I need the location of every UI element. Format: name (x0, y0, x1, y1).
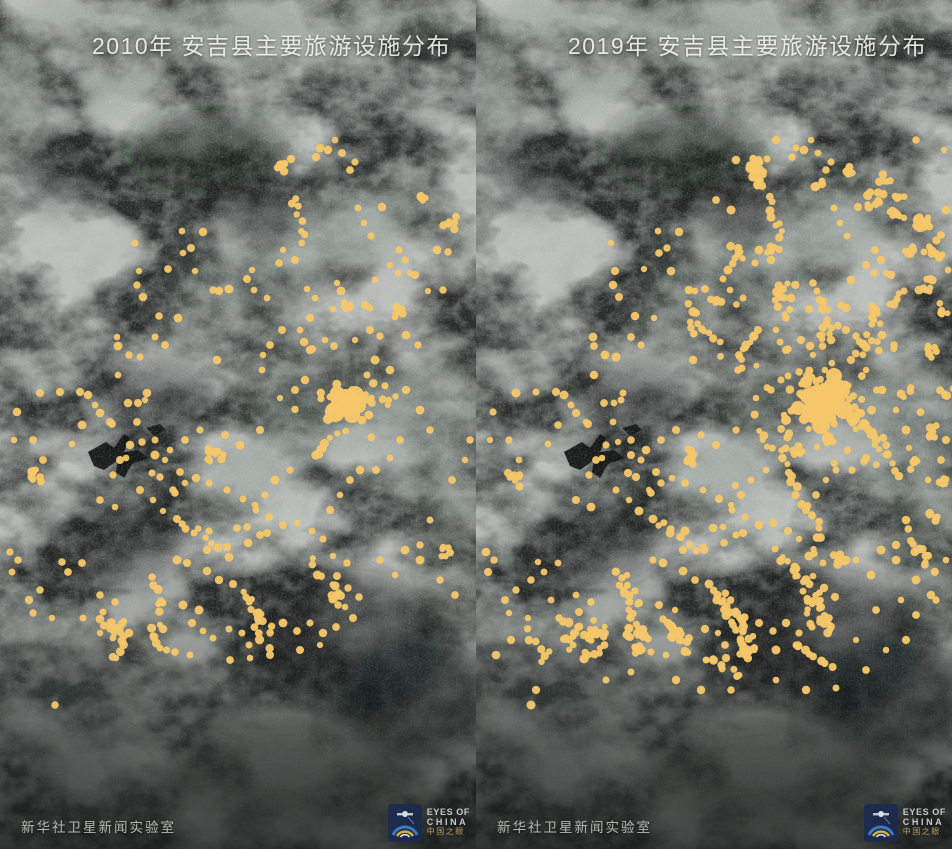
logo-text: EYES OF CHINA 中国之眼 (427, 804, 470, 837)
logo-text: EYES OF CHINA 中国之眼 (903, 804, 946, 837)
logo-line1: EYES OF (902, 807, 946, 817)
logo-line3: 中国之眼 (426, 827, 465, 837)
logo-line3: 中国之眼 (902, 827, 941, 837)
tourism-facility-dots-2010 (6, 136, 474, 709)
map-title-2010: 2010年 安吉县主要旅游设施分布 (92, 33, 452, 59)
satellite-emblem-icon (863, 804, 898, 842)
watermark-label: 新华社卫星新闻实验室 (21, 820, 176, 835)
map-panel-2019: 2019年 安吉县主要旅游设施分布 新华社卫星新闻实验室 EYES OF CHI… (476, 0, 952, 849)
map-panel-2010: 2010年 安吉县主要旅游设施分布 新华社卫星新闻实验室 EYES OF CHI… (0, 0, 476, 849)
watermark-label: 新华社卫星新闻实验室 (497, 820, 652, 835)
eyes-of-china-logo: EYES OF CHINA 中国之眼 (863, 804, 946, 842)
satellite-emblem-icon (387, 804, 422, 842)
tourism-facility-dots-2019 (481, 135, 952, 710)
logo-line1: EYES OF (426, 807, 470, 817)
logo-line2: CHINA (902, 817, 945, 828)
logo-line2: CHINA (426, 817, 469, 828)
map-title-2019: 2019年 安吉县主要旅游设施分布 (568, 33, 928, 59)
eyes-of-china-logo: EYES OF CHINA 中国之眼 (387, 804, 470, 842)
